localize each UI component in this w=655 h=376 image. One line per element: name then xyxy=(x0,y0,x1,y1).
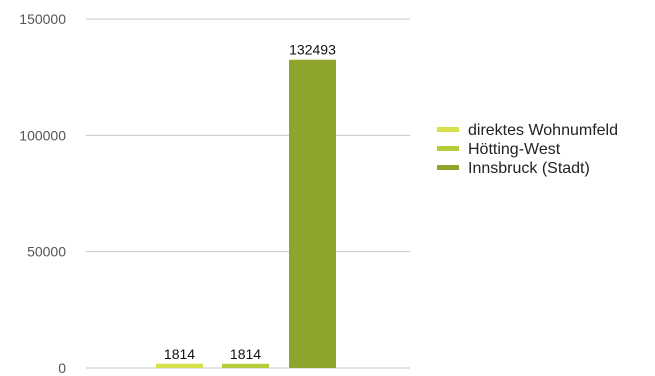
data-label-1: 1814 xyxy=(230,346,261,362)
bar-1 xyxy=(222,363,269,368)
legend-label-2: Innsbruck (Stadt) xyxy=(468,160,590,177)
y-tick-label-2: 100000 xyxy=(19,127,66,143)
data-label-0: 1814 xyxy=(164,346,195,362)
gridlines xyxy=(86,18,410,369)
data-labels: 1814 1814 132493 xyxy=(164,42,336,362)
bar-0 xyxy=(156,363,203,368)
legend-swatch-0 xyxy=(437,127,459,132)
y-tick-label-1: 50000 xyxy=(27,244,66,260)
bars xyxy=(156,59,336,369)
y-axis-ticks: 0 50000 100000 150000 xyxy=(19,11,66,376)
legend-swatch-1 xyxy=(437,146,459,151)
y-tick-label-3: 150000 xyxy=(19,11,66,27)
legend-swatch-2 xyxy=(437,165,459,170)
legend-label-0: direktes Wohnumfeld xyxy=(468,122,618,139)
bar-2 xyxy=(289,59,336,369)
legend-label-1: Hötting-West xyxy=(468,141,561,158)
y-tick-label-0: 0 xyxy=(58,360,66,376)
legend: direktes Wohnumfeld Hötting-West Innsbruck… xyxy=(437,122,618,177)
data-label-2: 132493 xyxy=(289,42,336,58)
